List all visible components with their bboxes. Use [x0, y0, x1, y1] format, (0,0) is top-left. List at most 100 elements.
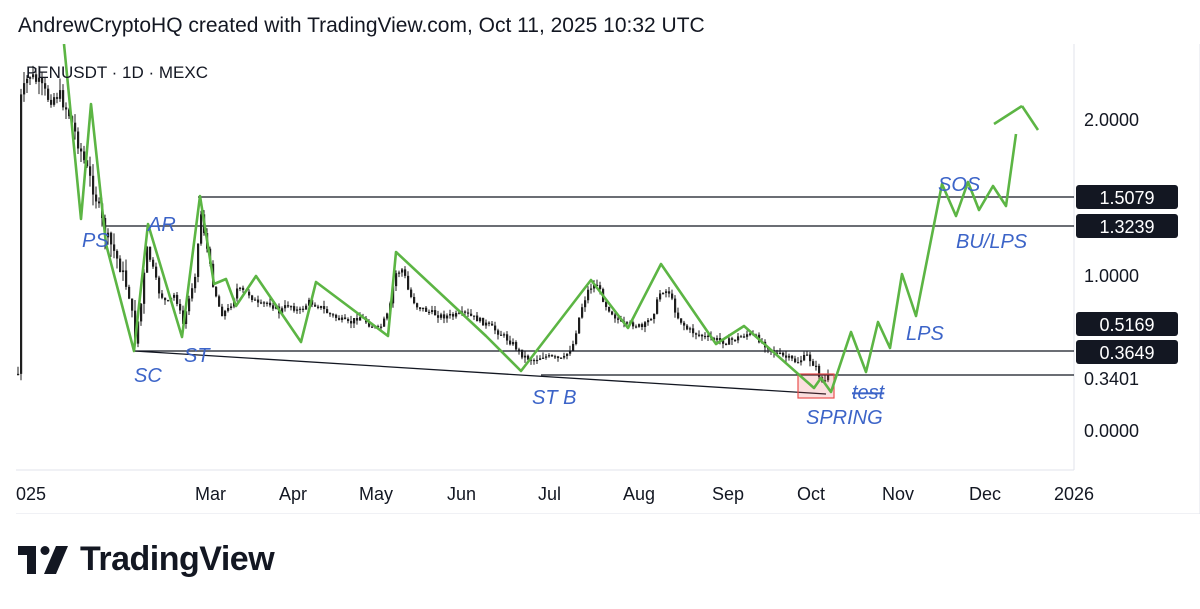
time-tick-label: Mar: [195, 484, 226, 504]
candle-body: [482, 317, 485, 326]
candle-body: [410, 289, 413, 297]
candle-body: [26, 78, 29, 84]
candle-body: [581, 307, 584, 318]
chart-area[interactable]: PS AR ST SC ST B test SPRING SOS BU/LPS LPS 2.000…: [16, 43, 1200, 515]
candle-body: [488, 322, 491, 324]
candle-body: [284, 305, 287, 309]
candle-body: [569, 350, 572, 354]
candle-body: [722, 340, 725, 344]
candle-body: [491, 323, 494, 326]
candle-body: [122, 270, 125, 273]
candle-body: [776, 352, 779, 354]
candle-body: [656, 299, 659, 314]
candle-body: [473, 315, 476, 317]
candle-body: [527, 355, 530, 360]
candle-body: [707, 335, 710, 337]
candle-body: [230, 306, 233, 309]
candle-body: [812, 361, 815, 366]
candle-body: [56, 97, 59, 99]
candle-body: [566, 353, 569, 356]
candle-body: [65, 107, 68, 110]
price-tick-label: 0.3401: [1084, 369, 1139, 389]
candle-body: [158, 277, 161, 294]
candle-body: [125, 270, 128, 287]
candle-body: [422, 307, 425, 310]
candle-body: [680, 318, 683, 323]
candle-body: [827, 373, 830, 381]
candle-body: [443, 314, 446, 319]
tradingview-brand: TradingView: [80, 540, 275, 578]
candle-body: [317, 306, 320, 308]
candle-body: [464, 311, 467, 313]
candle-body: [176, 294, 179, 304]
candle-body: [167, 300, 170, 302]
candle-body: [260, 302, 263, 304]
time-tick-label: Jun: [447, 484, 476, 504]
candle-body: [266, 302, 269, 304]
candle-body: [701, 334, 704, 337]
candle-body: [128, 286, 131, 299]
candle-body: [749, 333, 752, 335]
candle-body: [413, 296, 416, 304]
candle-body: [554, 356, 557, 358]
candle-body: [395, 273, 398, 287]
candle-body: [590, 288, 593, 290]
support-trendline: [133, 350, 827, 395]
candle-body: [737, 336, 740, 341]
candle-body: [545, 356, 548, 358]
candle-body: [236, 288, 239, 299]
candle-body: [254, 299, 257, 301]
candle-body: [512, 342, 515, 345]
candle-body: [77, 131, 80, 149]
price-tick-label: 2.0000: [1084, 110, 1139, 130]
candle-body: [323, 306, 326, 310]
candle-body: [419, 307, 422, 310]
candle-body: [194, 276, 197, 289]
candle-body: [368, 322, 371, 327]
candle-body: [716, 338, 719, 341]
candle-body: [20, 94, 23, 374]
candle-body: [686, 325, 689, 330]
wyckoff-label: ST B: [532, 387, 576, 409]
candle-body: [806, 354, 809, 356]
time-tick-label: Apr: [279, 484, 307, 504]
wyckoff-label: ST: [184, 345, 211, 367]
candle-body: [692, 328, 695, 334]
candle-body: [599, 285, 602, 290]
candle-body: [503, 334, 506, 336]
candle-body: [68, 109, 71, 117]
candle-body: [626, 322, 629, 324]
candle-body: [674, 298, 677, 313]
candle-body: [23, 83, 26, 95]
candle-body: [683, 322, 686, 326]
candle-body: [614, 314, 617, 319]
candle-body: [227, 308, 230, 311]
candle-body: [338, 317, 341, 320]
candle-body: [671, 293, 674, 299]
price-badge: [1076, 340, 1178, 364]
candle-body: [119, 258, 122, 273]
candle-body: [221, 306, 224, 317]
candle-body: [746, 334, 749, 337]
candle-body: [38, 77, 41, 82]
tradingview-logo-icon: [18, 545, 68, 574]
candle-body: [470, 313, 473, 316]
price-badge: [1076, 185, 1178, 209]
time-axis: 025 Mar Apr May Jun Jul Aug Sep Oct Nov Dec 2026: [16, 484, 1094, 504]
candle-body: [719, 338, 722, 341]
candle-body: [803, 354, 806, 361]
candle-body: [140, 303, 143, 322]
candle-body: [455, 313, 458, 317]
candle-body: [797, 362, 800, 364]
candles-series: [17, 65, 830, 385]
candle-body: [290, 306, 293, 308]
candle-body: [182, 310, 185, 324]
candle-body: [41, 77, 44, 84]
candle-body: [224, 310, 227, 317]
candle-body: [314, 304, 317, 307]
candle-body: [632, 322, 635, 327]
candle-body: [356, 318, 359, 321]
candle-body: [179, 303, 182, 311]
candle-body: [524, 355, 527, 358]
candle-body: [662, 293, 665, 295]
